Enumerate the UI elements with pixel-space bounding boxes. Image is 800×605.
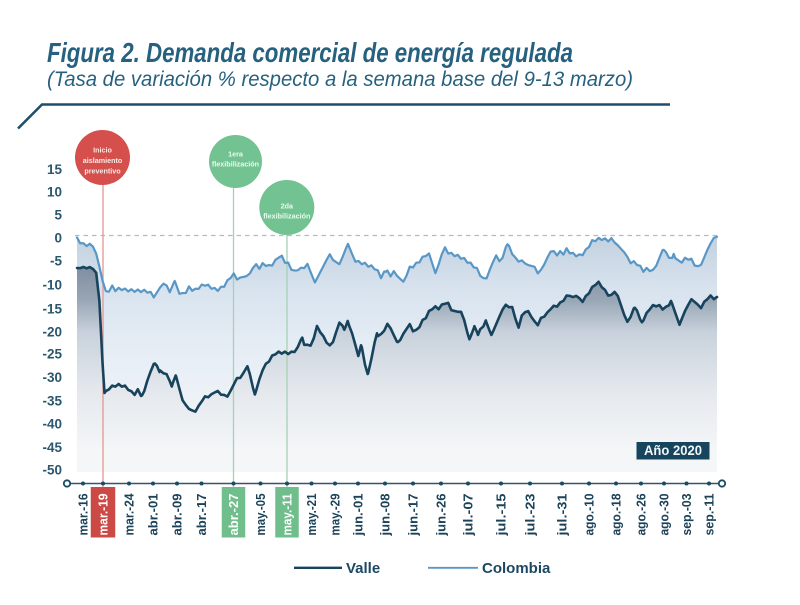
svg-text:abr.-09: abr.-09 bbox=[170, 493, 184, 535]
svg-text:2da: 2da bbox=[281, 202, 294, 211]
svg-text:aislamiento: aislamiento bbox=[83, 156, 123, 165]
svg-text:jun.-01: jun.-01 bbox=[351, 493, 365, 536]
svg-text:sep.-11: sep.-11 bbox=[702, 493, 716, 535]
svg-text:jul.-31: jul.-31 bbox=[555, 493, 569, 536]
svg-text:Valle: Valle bbox=[346, 560, 380, 577]
svg-text:jul.-15: jul.-15 bbox=[494, 493, 508, 536]
svg-text:-25: -25 bbox=[42, 347, 62, 362]
svg-text:flexibilización: flexibilización bbox=[263, 211, 310, 220]
svg-text:jun.-08: jun.-08 bbox=[378, 493, 392, 536]
svg-text:ago.-10: ago.-10 bbox=[582, 493, 596, 535]
svg-text:-5: -5 bbox=[50, 253, 62, 268]
svg-text:-45: -45 bbox=[42, 440, 62, 455]
svg-text:flexibilización: flexibilización bbox=[212, 160, 259, 169]
svg-text:-20: -20 bbox=[42, 324, 62, 339]
svg-text:abr.-17: abr.-17 bbox=[195, 493, 209, 535]
svg-text:Inicio: Inicio bbox=[93, 145, 112, 154]
svg-text:(Tasa de variación % respecto: (Tasa de variación % respecto a la seman… bbox=[47, 68, 633, 91]
svg-text:mar.-24: mar.-24 bbox=[122, 493, 136, 535]
svg-text:ago.-18: ago.-18 bbox=[609, 493, 623, 535]
svg-text:may.-05: may.-05 bbox=[254, 493, 268, 535]
svg-text:jul.-23: jul.-23 bbox=[523, 493, 537, 536]
svg-text:10: 10 bbox=[47, 185, 62, 200]
svg-text:Año 2020: Año 2020 bbox=[644, 443, 702, 458]
svg-text:-35: -35 bbox=[42, 394, 62, 409]
svg-text:-10: -10 bbox=[42, 277, 62, 292]
svg-text:0: 0 bbox=[54, 230, 62, 245]
svg-text:-50: -50 bbox=[42, 463, 62, 478]
svg-text:may.-11: may.-11 bbox=[280, 493, 294, 535]
svg-text:sep.-03: sep.-03 bbox=[680, 493, 694, 535]
svg-text:Colombia: Colombia bbox=[482, 560, 551, 577]
svg-text:jul.-07: jul.-07 bbox=[461, 493, 475, 536]
svg-text:-40: -40 bbox=[42, 417, 62, 432]
svg-text:ago.-26: ago.-26 bbox=[634, 493, 648, 535]
svg-text:-15: -15 bbox=[42, 301, 62, 316]
svg-text:-30: -30 bbox=[42, 370, 62, 385]
svg-text:preventivo: preventivo bbox=[84, 166, 121, 175]
svg-text:abr.-27: abr.-27 bbox=[227, 493, 241, 535]
svg-text:may.-21: may.-21 bbox=[305, 493, 319, 535]
svg-text:5: 5 bbox=[54, 207, 62, 222]
svg-text:15: 15 bbox=[47, 162, 63, 177]
svg-text:mar.-16: mar.-16 bbox=[76, 493, 90, 535]
svg-text:jun.-26: jun.-26 bbox=[434, 493, 448, 536]
svg-text:mar.-19: mar.-19 bbox=[96, 493, 110, 535]
svg-text:ago.-30: ago.-30 bbox=[657, 493, 671, 535]
svg-text:1era: 1era bbox=[228, 150, 244, 159]
svg-text:Figura 2. Demanda comercial de: Figura 2. Demanda comercial de energía r… bbox=[47, 37, 573, 68]
svg-text:jun.-17: jun.-17 bbox=[406, 493, 420, 536]
svg-text:may.-29: may.-29 bbox=[328, 493, 342, 535]
svg-text:abr.-01: abr.-01 bbox=[146, 493, 160, 535]
